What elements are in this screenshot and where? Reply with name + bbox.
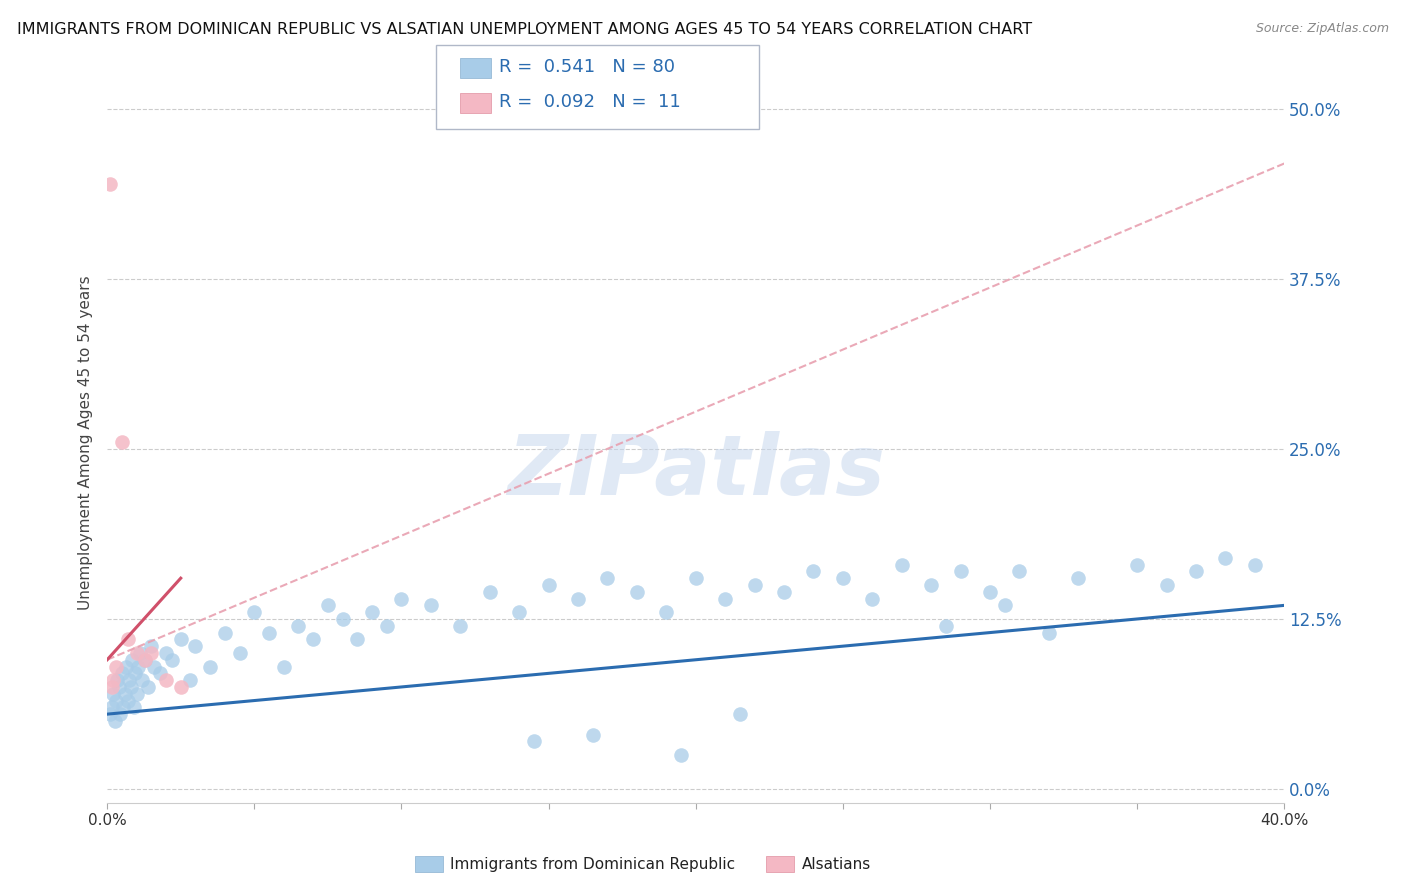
Y-axis label: Unemployment Among Ages 45 to 54 years: Unemployment Among Ages 45 to 54 years [79,275,93,609]
Point [582,727,605,741]
Point [949,565,972,579]
Point [890,558,912,572]
Point [170,632,193,647]
Point [316,599,339,613]
Point [155,673,177,688]
Point [302,632,325,647]
Point [214,625,236,640]
Point [122,700,145,714]
Point [121,653,143,667]
Point [803,565,825,579]
Point [567,591,589,606]
Point [98,707,121,722]
Point [1215,550,1237,565]
Point [1008,565,1031,579]
Point [228,646,250,660]
Point [155,646,177,660]
Point [125,646,148,660]
Point [107,673,129,688]
Point [184,639,207,653]
Point [138,680,160,694]
Point [124,666,146,681]
Point [979,584,1001,599]
Point [773,584,796,599]
Point [449,619,471,633]
Point [127,659,149,673]
Point [98,177,121,191]
Point [111,666,134,681]
Point [1067,571,1090,585]
Point [346,632,368,647]
Point [128,646,150,660]
Point [1185,565,1208,579]
Point [111,435,134,450]
Point [419,599,441,613]
Point [101,687,124,701]
Point [100,680,122,694]
Point [685,571,707,585]
Point [160,653,183,667]
Point [1038,625,1060,640]
Point [149,666,172,681]
Point [198,659,221,673]
Point [994,599,1017,613]
Text: Immigrants from Dominican Republic: Immigrants from Dominican Republic [450,857,735,871]
Point [104,693,127,707]
Point [117,693,139,707]
Point [118,673,141,688]
Point [112,700,135,714]
Point [101,673,124,688]
Point [100,700,122,714]
Point [1244,558,1267,572]
Point [537,578,560,592]
Point [744,578,766,592]
Point [115,659,138,673]
Point [131,673,153,688]
Point [1156,578,1178,592]
Point [655,605,678,619]
Point [143,659,166,673]
Text: R =  0.541   N = 80: R = 0.541 N = 80 [499,58,675,76]
Point [523,734,546,748]
Point [287,619,309,633]
Point [125,687,148,701]
Point [273,659,295,673]
Point [361,605,384,619]
Point [332,612,354,626]
Point [103,714,125,728]
Point [170,680,193,694]
Text: IMMIGRANTS FROM DOMINICAN REPUBLIC VS ALSATIAN UNEMPLOYMENT AMONG AGES 45 TO 54 : IMMIGRANTS FROM DOMINICAN REPUBLIC VS AL… [17,22,1032,37]
Point [714,591,737,606]
Point [134,653,156,667]
Point [141,639,163,653]
Point [110,707,132,722]
Point [257,625,280,640]
Point [391,591,413,606]
Point [120,680,142,694]
Point [669,747,692,762]
Point [920,578,942,592]
Point [935,619,957,633]
Point [831,571,853,585]
Point [508,605,530,619]
Text: ZIPatlas: ZIPatlas [506,431,884,511]
Point [104,659,127,673]
Point [478,584,501,599]
Point [596,571,619,585]
Point [626,584,648,599]
Text: Alsatians: Alsatians [801,857,870,871]
Point [860,591,883,606]
Text: R =  0.092   N =  11: R = 0.092 N = 11 [499,93,681,111]
Point [243,605,266,619]
Point [375,619,398,633]
Point [179,673,201,688]
Point [1126,558,1149,572]
Point [114,687,136,701]
Point [141,646,163,660]
Point [134,653,156,667]
Point [108,680,131,694]
Point [117,632,139,647]
Point [728,707,751,722]
Text: Source: ZipAtlas.com: Source: ZipAtlas.com [1256,22,1389,36]
